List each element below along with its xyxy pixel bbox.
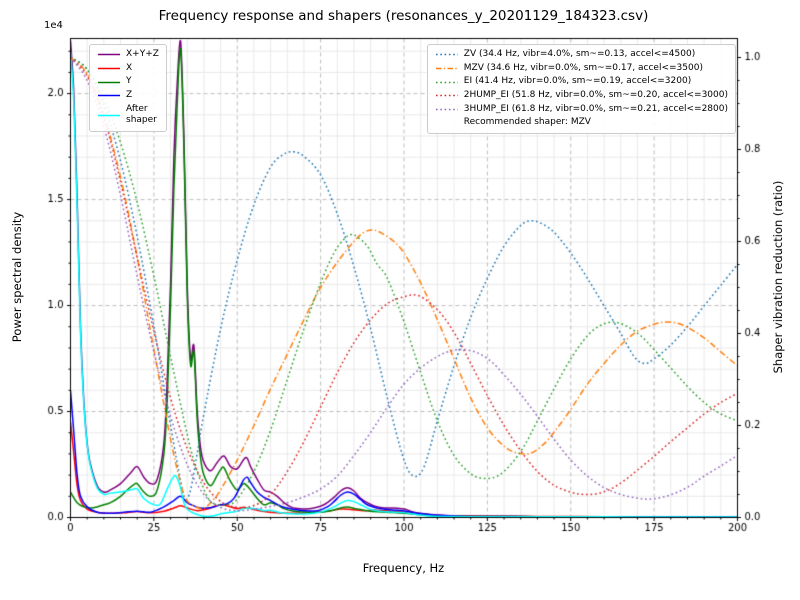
legend-label-3hump-ei: 3HUMP_EI (61.8 Hz, vibr=0.0%, sm~=0.21, … — [463, 103, 728, 114]
legend-note-recommended-shaper: Recommended shaper: MZV — [435, 117, 728, 129]
legend-item-x-y-z: X+Y+Z — [97, 49, 159, 61]
legend-note-spacer — [435, 120, 459, 127]
legend-item-3hump-ei: 3HUMP_EI (61.8 Hz, vibr=0.0%, sm~=0.21, … — [435, 104, 728, 116]
legend-item-y: Y — [97, 76, 159, 88]
legend-label-zv: ZV (34.4 Hz, vibr=4.0%, sm~=0.13, accel<… — [463, 49, 696, 59]
y-axis-label-right: Shaper vibration reduction (ratio) — [771, 180, 785, 374]
legend-label-x-y-z: X+Y+Z — [126, 49, 159, 59]
y-axis-label-left: Power spectral density — [10, 211, 24, 343]
y-axis-offset-text: 1e4 — [44, 20, 63, 31]
legend-item-z: Z — [97, 90, 159, 102]
legend-line-icon-ei — [435, 81, 458, 84]
legend-line-icon-x — [98, 67, 120, 70]
legend-item-zv: ZV (34.4 Hz, vibr=4.0%, sm~=0.13, accel<… — [435, 49, 728, 61]
legend-line-icon-2hump-ei — [435, 95, 458, 97]
legend-label-mzv: MZV (34.6 Hz, vibr=0.0%, sm~=0.17, accel… — [463, 62, 703, 73]
legend-line-icon-x-y-z — [98, 54, 120, 56]
legend-line-icon-after-shaper — [98, 114, 120, 117]
legend-label-after-shaper: After shaper — [126, 103, 157, 126]
legend-label-y: Y — [126, 76, 132, 87]
legend-line-icon-z — [98, 95, 120, 97]
legend-item-ei: EI (41.4 Hz, vibr=0.0%, sm~=0.19, accel<… — [435, 76, 728, 88]
legend-line-icon-3hump-ei — [435, 108, 458, 111]
legend-note-label: Recommended shaper: MZV — [463, 117, 591, 128]
legend-label-z: Z — [126, 90, 133, 101]
legend-item-x: X — [97, 63, 159, 75]
legend-item-2hump-ei: 2HUMP_EI (51.8 Hz, vibr=0.0%, sm~=0.20, … — [435, 90, 728, 102]
legend-item-mzv: MZV (34.6 Hz, vibr=0.0%, sm~=0.17, accel… — [435, 63, 728, 75]
legend-line-icon-y — [98, 81, 120, 84]
legend-label-x: X — [126, 62, 133, 73]
legend-shapers: ZV (34.4 Hz, vibr=4.0%, sm~=0.13, accel<… — [426, 44, 736, 135]
legend-label-ei: EI (41.4 Hz, vibr=0.0%, sm~=0.19, accel<… — [463, 76, 692, 87]
chart-title: Frequency response and shapers (resonanc… — [158, 8, 649, 24]
legend-psd: X+Y+Z X Y Z After shaper — [89, 44, 167, 133]
legend-line-icon-mzv — [435, 67, 458, 70]
x-axis-label: Frequency, Hz — [362, 561, 445, 575]
legend-item-after-shaper: After shaper — [97, 104, 159, 127]
legend-label-2hump-ei: 2HUMP_EI (51.8 Hz, vibr=0.0%, sm~=0.20, … — [463, 90, 728, 101]
legend-line-icon-zv — [435, 54, 458, 56]
